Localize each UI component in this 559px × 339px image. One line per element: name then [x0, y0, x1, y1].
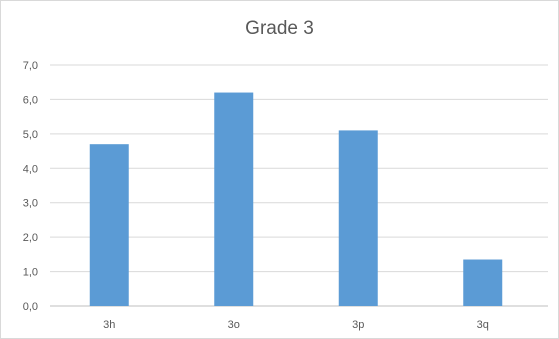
x-tick-label-3p: 3p — [352, 319, 364, 331]
bar-3o — [214, 92, 254, 307]
y-tick-label: 1,0 — [23, 267, 38, 279]
y-tick-label: 6,0 — [23, 94, 38, 106]
y-tick-label: 4,0 — [23, 163, 38, 175]
y-tick-label: 5,0 — [23, 129, 38, 141]
y-tick-label: 7,0 — [23, 60, 38, 72]
y-tick-label: 2,0 — [23, 232, 38, 244]
y-axis-ticks: 0,0 1,0 2,0 3,0 4,0 5,0 6,0 7,0 — [23, 60, 38, 313]
x-axis-ticks: 3h 3o 3p 3q — [103, 319, 489, 331]
chart-title: Grade 3 — [245, 18, 314, 39]
bar-3q — [463, 259, 503, 306]
bars — [89, 92, 503, 307]
y-tick-label: 0,0 — [23, 301, 38, 313]
bar-3p — [338, 130, 378, 306]
gridlines — [50, 64, 548, 307]
x-tick-label-3o: 3o — [228, 319, 240, 331]
y-tick-label: 3,0 — [23, 198, 38, 210]
x-tick-label-3h: 3h — [103, 319, 115, 331]
bar-3h — [89, 144, 129, 306]
x-tick-label-3q: 3q — [477, 319, 489, 331]
